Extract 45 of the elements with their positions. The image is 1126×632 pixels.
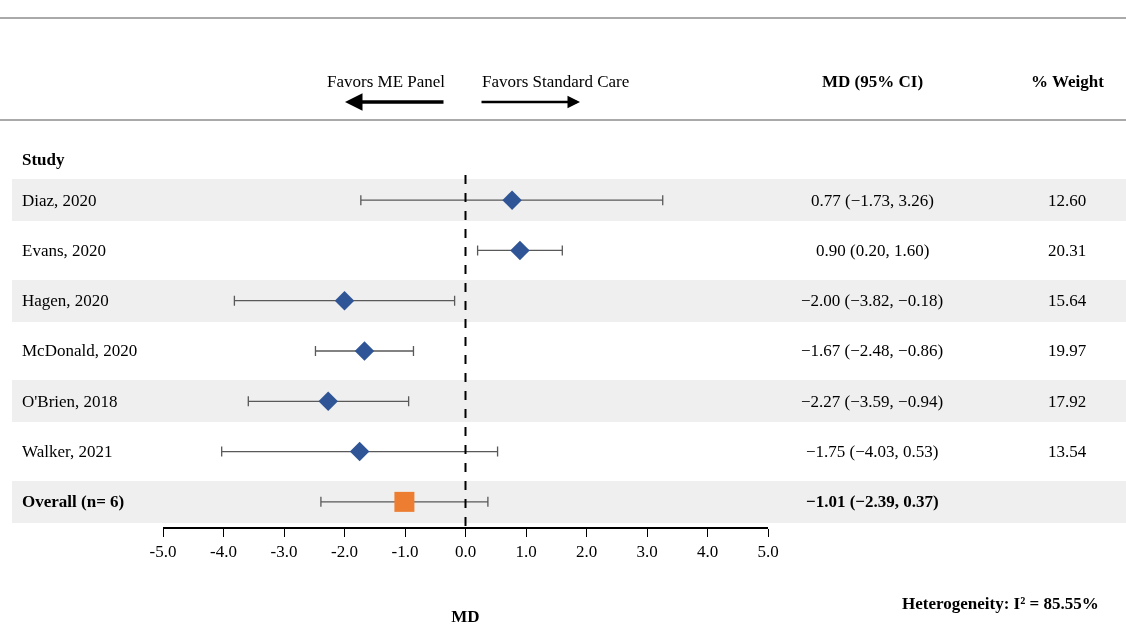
x-tick-label: 1.0	[515, 542, 537, 562]
x-tick-label: 3.0	[636, 542, 658, 562]
text: % Weight	[1031, 72, 1105, 91]
point	[318, 391, 338, 412]
point	[394, 491, 415, 512]
y-tick-label: Overall (n= 6)	[22, 492, 125, 511]
x-tick-label: -4.0	[210, 542, 237, 562]
point	[354, 341, 375, 361]
text: 20.31	[1048, 241, 1087, 260]
y-tick-label: Diaz, 2020	[22, 191, 97, 210]
text: Favors Standard Care	[482, 72, 630, 91]
x-tick-label: -3.0	[270, 542, 298, 562]
x-tick-label: 5.0	[757, 542, 779, 562]
x-axis-title: MD	[451, 607, 480, 627]
point	[510, 240, 530, 261]
text: 13.54	[1048, 442, 1087, 461]
x-tick-label: -1.0	[391, 542, 419, 562]
x-tick-label: 2.0	[575, 542, 598, 562]
text: −2.27 (−3.59, −0.94)	[801, 392, 944, 411]
text: Heterogeneity: I² = 85.55%	[902, 594, 1099, 613]
text: −2.00 (−3.82, −0.18)	[801, 291, 944, 310]
text: −1.01 (−2.39, 0.37)	[806, 492, 939, 511]
point	[502, 190, 522, 210]
text: 0.77 (−1.73, 3.26)	[811, 191, 934, 210]
y-tick-label: O'Brien, 2018	[22, 392, 118, 411]
text: 19.97	[1048, 341, 1087, 360]
text: 0.90 (0.20, 1.60)	[816, 241, 930, 260]
text: −1.75 (−4.03, 0.53)	[806, 442, 939, 461]
point	[349, 441, 370, 462]
text: MD (95% CI)	[822, 72, 924, 91]
y-tick-label: McDonald, 2020	[22, 341, 138, 360]
point	[334, 290, 355, 311]
y-tick-label: Hagen, 2020	[22, 291, 109, 310]
text: 17.92	[1048, 392, 1087, 411]
x-tick-label: -5.0	[149, 542, 177, 562]
text: 15.64	[1048, 291, 1087, 310]
x-tick-label: -2.0	[331, 542, 358, 562]
x-tick-label: 4.0	[696, 542, 719, 562]
text: 12.60	[1048, 191, 1087, 210]
y-tick-label: Evans, 2020	[22, 241, 107, 260]
y-tick-label: Walker, 2021	[22, 442, 113, 461]
text: −1.67 (−2.48, −0.86)	[801, 341, 944, 360]
text: Study	[22, 150, 66, 169]
text: Favors ME Panel	[327, 72, 446, 91]
x-tick-label: 0.0	[454, 542, 477, 562]
